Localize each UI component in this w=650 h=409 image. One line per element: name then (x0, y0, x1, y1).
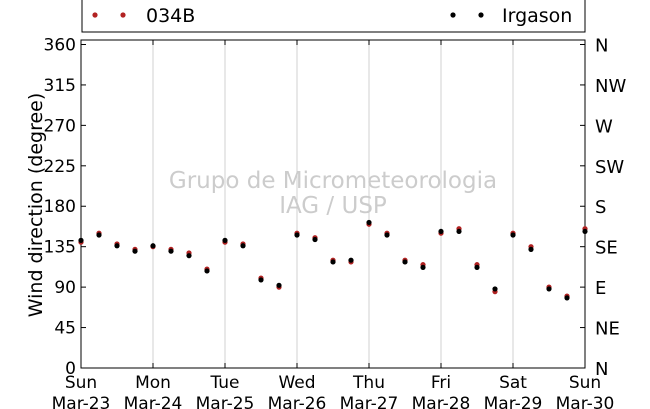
y-tick-label: 135 (44, 238, 76, 258)
compass-label: N (595, 35, 608, 56)
vertical-grid (152, 40, 514, 368)
data-point (420, 264, 426, 270)
x-tick-label-day: Fri (431, 373, 451, 393)
y-tick-label: 270 (44, 116, 76, 136)
x-tick-label-date: Mar-23 (52, 394, 111, 409)
data-point (384, 232, 390, 238)
data-point (204, 268, 210, 274)
data-point (582, 228, 588, 235)
x-tick-label-day: Sun (65, 373, 97, 393)
data-point (546, 286, 552, 292)
compass-label: N (595, 359, 608, 380)
watermark: Grupo de Micrometeorologia IAG / USP (169, 168, 497, 219)
x-tick-label-day: Sun (569, 373, 601, 393)
data-point (564, 295, 570, 301)
x-tick-label-date: Mar-26 (268, 394, 327, 409)
data-point (276, 282, 282, 288)
data-point (402, 259, 408, 265)
y-axis-label: Wind direction (degree) (25, 93, 47, 318)
x-tick-label-date: Mar-30 (556, 394, 615, 409)
data-point (528, 246, 534, 252)
x-tick-label-date: Mar-28 (412, 394, 471, 409)
data-point (438, 228, 444, 235)
x-tick-label-day: Sat (499, 373, 527, 393)
data-point (168, 248, 174, 254)
data-point (186, 253, 192, 259)
x-axis: SunMar-23MonMar-24TueMar-25WedMar-26ThuM… (52, 40, 615, 409)
compass-label: S (595, 197, 606, 218)
compass-label: SW (595, 157, 624, 178)
data-point (492, 286, 498, 292)
data-point (78, 237, 84, 243)
x-tick-label-day: Thu (352, 373, 385, 393)
watermark-line-2: IAG / USP (279, 193, 387, 219)
x-tick-label-day: Tue (209, 373, 239, 393)
y-tick-label: 225 (44, 157, 76, 177)
data-point (456, 228, 462, 235)
compass-label: W (595, 116, 613, 137)
data-point (312, 236, 318, 243)
data-point (114, 243, 120, 249)
x-tick-label-date: Mar-25 (196, 394, 255, 409)
y-tick-label: 315 (44, 76, 76, 96)
legend-marker-034b-2 (120, 12, 126, 18)
y-tick-label: 0 (65, 359, 76, 379)
data-point (366, 219, 372, 226)
plot-area (80, 39, 586, 369)
data-point (240, 243, 246, 249)
x-tick-label-day: Mon (135, 373, 171, 393)
watermark-line-1: Grupo de Micrometeorologia (169, 168, 497, 194)
compass-label: NW (595, 76, 626, 97)
x-tick-label-date: Mar-29 (484, 394, 543, 409)
data-point (96, 232, 102, 238)
data-point (132, 248, 138, 254)
y-tick-label: 90 (54, 278, 76, 298)
legend-label-034b: 034B (146, 5, 195, 27)
y-tick-label: 45 (54, 319, 76, 339)
legend-marker-irgason-2 (478, 12, 484, 18)
legend: 034B Irgason (81, 0, 586, 33)
compass-label: NE (595, 319, 620, 340)
x-tick-label-date: Mar-24 (124, 394, 183, 409)
y-tick-label: 360 (44, 35, 76, 55)
data-point (150, 243, 156, 249)
data-point (258, 277, 264, 283)
data-point (330, 259, 336, 265)
data-point (348, 257, 354, 263)
compass-label: E (595, 278, 606, 299)
compass-label: SE (595, 238, 618, 259)
data-points (78, 219, 588, 301)
y-axis: 0 45 90 135 180 225 270 315 360 (44, 35, 585, 379)
legend-marker-irgason (450, 12, 456, 18)
data-point (222, 237, 228, 243)
data-point (294, 232, 300, 238)
x-tick-label-date: Mar-27 (340, 394, 399, 409)
compass-axis: N NE E SE S SW W NW N (595, 35, 626, 380)
y-tick-label: 180 (44, 197, 76, 217)
data-point (510, 232, 516, 238)
legend-marker-034b (92, 12, 98, 18)
x-tick-label-day: Wed (278, 373, 315, 393)
legend-label-irgason: Irgason (502, 5, 572, 27)
data-point (474, 264, 480, 270)
